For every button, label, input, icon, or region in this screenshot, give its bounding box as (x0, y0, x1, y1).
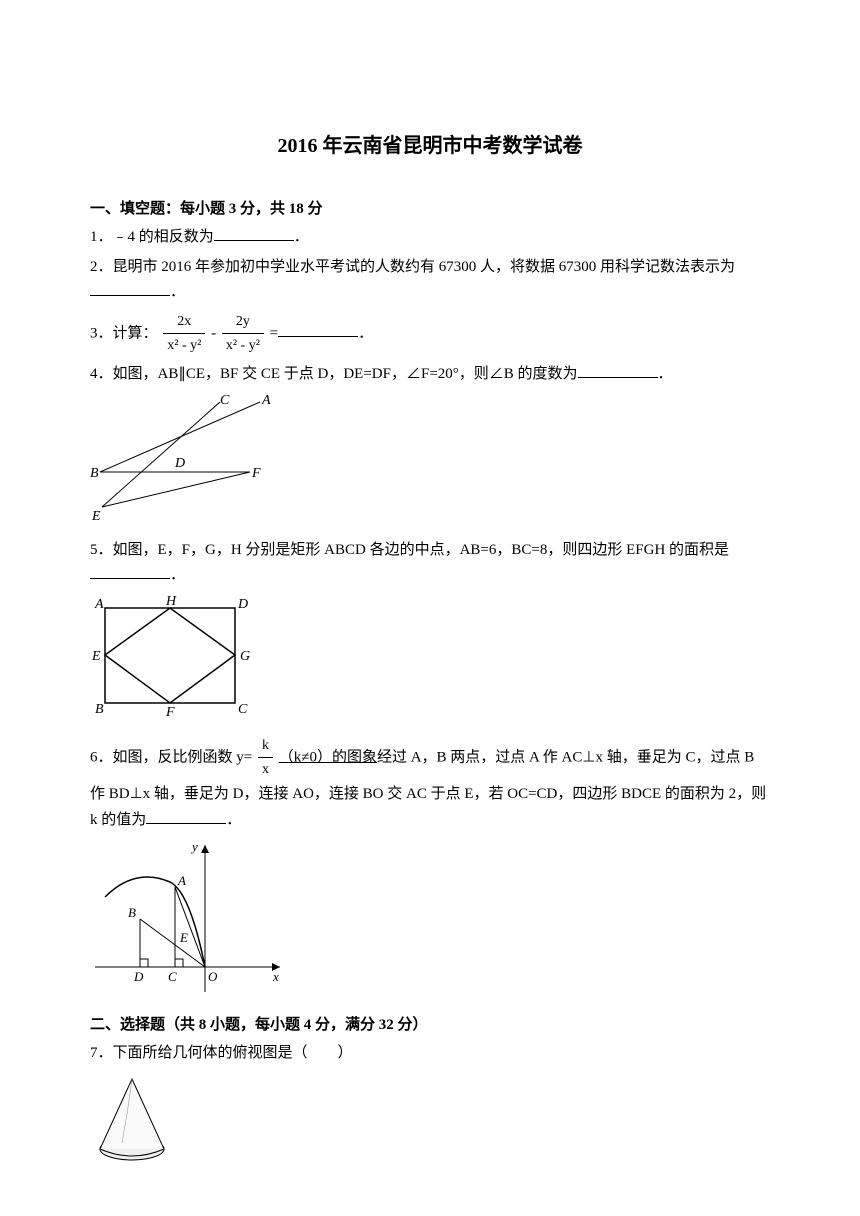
q3-fraction2: 2y x² - y² (222, 310, 264, 359)
q5-text: 5．如图，E，F，G，H 分别是矩形 ABCD 各边的中点，AB=6，BC=8，… (90, 542, 729, 558)
q6-fraction: k x (258, 734, 273, 783)
q6-blank (146, 809, 226, 824)
diagram-6: A B C D E O x y (90, 837, 770, 1005)
q3-frac1-den: x² - y² (163, 334, 205, 358)
q6-frac-num: k (258, 734, 273, 759)
q5-blank (90, 564, 170, 579)
diagram-7 (90, 1071, 770, 1174)
q2-blank (90, 281, 170, 296)
label-C5: C (238, 702, 248, 717)
label-C6: C (168, 969, 177, 984)
q6-end: ． (226, 812, 241, 828)
q3-start: 3．计算： (90, 325, 158, 341)
label-y6: y (190, 839, 198, 854)
question-1: 1．﹣4 的相反数为 ． (90, 225, 770, 251)
q6-frac-den: x (258, 758, 273, 782)
section2-header: 二、选择题（共 8 小题，每小题 4 分，满分 32 分） (90, 1013, 770, 1037)
q4-end: ． (658, 366, 673, 382)
label-B5: B (95, 702, 104, 717)
question-3: 3．计算： 2x x² - y² - 2y x² - y² = ． (90, 310, 770, 359)
label-D: D (174, 456, 185, 471)
q6-mid: （k≠0）的图象 (279, 749, 377, 765)
label-F5: F (165, 705, 175, 718)
q3-frac2-num: 2y (222, 310, 264, 335)
label-F: F (251, 466, 261, 481)
q3-minus: - (211, 325, 220, 341)
label-B6: B (128, 905, 136, 920)
diagram-4: A B C D E F (90, 392, 770, 530)
q1-text: 1．﹣4 的相反数为 (90, 229, 214, 245)
q5-end: ． (170, 567, 185, 583)
question-4: 4．如图，AB∥CE，BF 交 CE 于点 D，DE=DF，∠F=20°，则∠B… (90, 362, 770, 388)
diagram-5: A B C D E F G H (90, 593, 770, 726)
question-5: 5．如图，E，F，G，H 分别是矩形 ABCD 各边的中点，AB=6，BC=8，… (90, 538, 770, 589)
q4-blank (578, 363, 658, 378)
label-A: A (261, 393, 271, 408)
question-2: 2．昆明市 2016 年参加初中学业水平考试的人数约有 67300 人，将数据 … (90, 255, 770, 306)
section1-header: 一、填空题：每小题 3 分，共 18 分 (90, 197, 770, 221)
label-E6: E (179, 930, 188, 945)
q3-fraction1: 2x x² - y² (163, 310, 205, 359)
exam-title: 2016 年云南省昆明市中考数学试卷 (90, 130, 770, 162)
q1-blank (214, 226, 294, 241)
q3-eq: = (270, 325, 278, 341)
label-E5: E (91, 649, 101, 664)
question-7: 7．下面所给几何体的俯视图是（ ） (90, 1041, 770, 1067)
label-G5: G (240, 649, 250, 664)
q1-end: ． (294, 229, 309, 245)
q2-end: ． (170, 284, 185, 300)
q3-frac1-num: 2x (163, 310, 205, 335)
q2-text: 2．昆明市 2016 年参加初中学业水平考试的人数约有 67300 人，将数据 … (90, 259, 735, 275)
q3-frac2-den: x² - y² (222, 334, 264, 358)
label-B: B (90, 466, 99, 481)
q6-start: 6．如图，反比例函数 y= (90, 749, 252, 765)
q3-end: ． (358, 325, 373, 341)
label-A6: A (177, 873, 186, 888)
label-D6: D (133, 969, 144, 984)
label-C: C (220, 393, 230, 408)
label-H5: H (165, 594, 177, 609)
label-D5: D (237, 597, 248, 612)
label-A5: A (94, 597, 104, 612)
question-6: 6．如图，反比例函数 y= k x （k≠0）的图象经过 A，B 两点，过点 A… (90, 734, 770, 834)
label-x6: x (272, 969, 279, 984)
q3-blank (278, 322, 358, 337)
label-O6: O (208, 969, 218, 984)
label-E: E (91, 509, 101, 522)
q4-text: 4．如图，AB∥CE，BF 交 CE 于点 D，DE=DF，∠F=20°，则∠B… (90, 366, 578, 382)
q7-text: 7．下面所给几何体的俯视图是（ ） (90, 1045, 353, 1061)
